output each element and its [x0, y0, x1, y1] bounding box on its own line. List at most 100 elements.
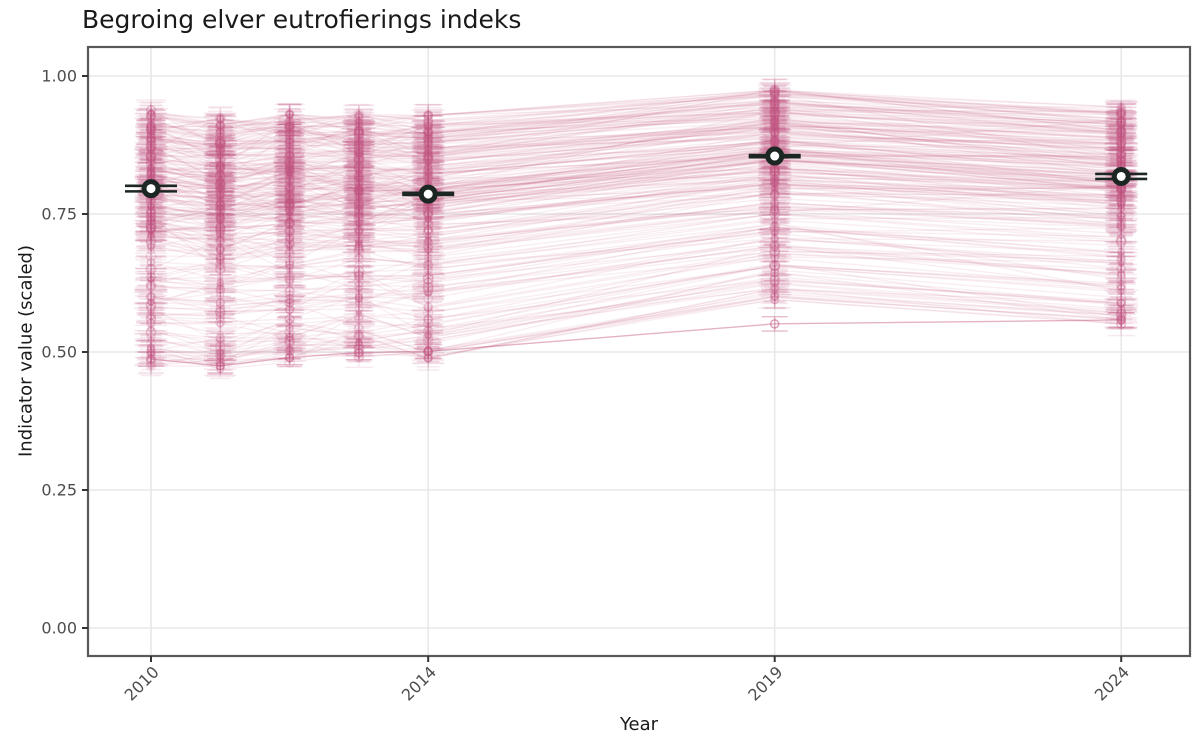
trajectory-errorbars: [140, 257, 1138, 358]
trajectory-points: [145, 244, 1126, 316]
trajectory-errorbars: [139, 116, 1133, 187]
trajectory-line: [150, 142, 1122, 205]
trajectory-errorbars: [138, 84, 1138, 157]
trajectory-points: [145, 87, 1126, 141]
trajectory-errorbars: [140, 101, 1134, 166]
trajectory-line: [150, 89, 1122, 127]
trajectory-errorbars: [135, 118, 1138, 170]
trajectory-errorbars: [135, 128, 1132, 179]
trajectory-line: [150, 108, 1122, 137]
trajectory-errorbars: [136, 78, 1133, 135]
trajectory-line: [150, 136, 1122, 160]
trajectory-errorbars: [135, 178, 1134, 265]
trajectory-line: [150, 204, 1122, 252]
trajectory-points: [147, 148, 1127, 225]
trajectory-line: [150, 237, 1122, 270]
trajectory-errorbars: [137, 85, 1138, 150]
trajectory-errorbars: [136, 254, 1134, 347]
trajectory-points: [147, 246, 1125, 320]
trajectory-errorbars: [137, 167, 1134, 228]
trajectory-points: [145, 108, 1127, 152]
trajectory-points: [145, 91, 1125, 150]
trajectory-line: [150, 243, 1122, 313]
trajectory-line: [150, 122, 1122, 176]
trajectory-line: [150, 225, 1122, 307]
trajectory-points: [146, 106, 1125, 173]
trajectory-errorbars: [135, 90, 1135, 145]
trajectory-points: [147, 162, 1127, 223]
trajectory-points: [146, 102, 1125, 177]
trajectory-points: [145, 274, 1127, 345]
trajectory-line: [150, 207, 1122, 260]
trajectory-line: [150, 95, 1122, 127]
trajectory-errorbars: [136, 259, 1136, 350]
trajectory-line: [150, 293, 1122, 363]
trajectory-errorbars: [137, 233, 1136, 315]
trajectory-errorbars: [134, 91, 1136, 132]
trajectory-errorbars: [140, 166, 1137, 239]
trajectory-points: [145, 252, 1125, 321]
trajectory-points: [147, 119, 1126, 180]
trajectory-line: [150, 172, 1122, 211]
trajectory-points: [147, 283, 1127, 363]
trajectory-points: [147, 222, 1126, 295]
trajectory-line: [150, 109, 1122, 193]
trajectory-line: [150, 239, 1122, 292]
trajectory-points: [147, 149, 1127, 196]
trajectory-errorbars: [140, 83, 1132, 136]
trajectory-line: [150, 272, 1122, 357]
trajectory-line: [150, 245, 1122, 336]
trajectory-points: [147, 84, 1125, 156]
trajectory-line: [150, 100, 1122, 146]
trajectory-line: [150, 168, 1122, 230]
trajectory-line: [150, 166, 1122, 219]
trajectory-points: [145, 224, 1126, 291]
x-axis-title: Year: [619, 714, 659, 735]
trajectory-line: [150, 111, 1122, 144]
trajectory-errorbars: [140, 119, 1134, 164]
trajectory-points: [147, 122, 1126, 160]
trajectory-errorbars: [138, 83, 1138, 142]
trajectory-points: [145, 212, 1127, 292]
trajectory-errorbars: [134, 232, 1132, 319]
trajectory-points: [145, 124, 1126, 190]
trajectory-points: [146, 117, 1127, 160]
trajectory-points: [146, 125, 1127, 170]
trajectory-points: [146, 91, 1127, 147]
trajectory-points: [145, 87, 1125, 140]
trajectory-points: [146, 117, 1127, 161]
trajectory-line: [150, 263, 1122, 331]
trajectory-line: [150, 197, 1122, 241]
trajectory-points: [146, 102, 1127, 166]
trajectory-errorbars: [140, 272, 1137, 346]
trajectory-line: [150, 282, 1122, 367]
trajectory-errorbars: [139, 180, 1138, 226]
outlier-errorbars: [138, 312, 1135, 374]
trajectory-errorbars: [136, 110, 1138, 153]
trajectory-points: [147, 190, 1127, 243]
trajectory-points: [145, 133, 1127, 162]
trajectory-line: [150, 100, 1122, 160]
trajectory-line: [150, 138, 1122, 177]
trajectory-points: [147, 195, 1125, 245]
outlier-points: [146, 315, 1126, 371]
trajectory-points: [147, 117, 1126, 184]
trajectory-errorbars: [138, 144, 1133, 217]
trajectory-line: [150, 120, 1122, 153]
trajectory-line: [150, 276, 1122, 353]
trajectory-points: [147, 120, 1126, 164]
trajectory-line: [150, 184, 1122, 221]
trajectory-points: [145, 86, 1127, 130]
trajectory-errorbars: [140, 179, 1136, 248]
trajectory-line: [150, 132, 1122, 177]
trajectory-points: [147, 221, 1126, 289]
trajectory-line: [150, 247, 1122, 313]
trajectory-points: [145, 168, 1125, 235]
trajectory-errorbars: [140, 102, 1132, 155]
summary-point: [1111, 166, 1131, 186]
trajectory-errorbars: [135, 101, 1134, 174]
trajectory-line: [150, 184, 1122, 242]
trajectory-points: [146, 101, 1125, 146]
trajectory-points: [147, 96, 1126, 162]
trajectory-points: [146, 116, 1125, 186]
